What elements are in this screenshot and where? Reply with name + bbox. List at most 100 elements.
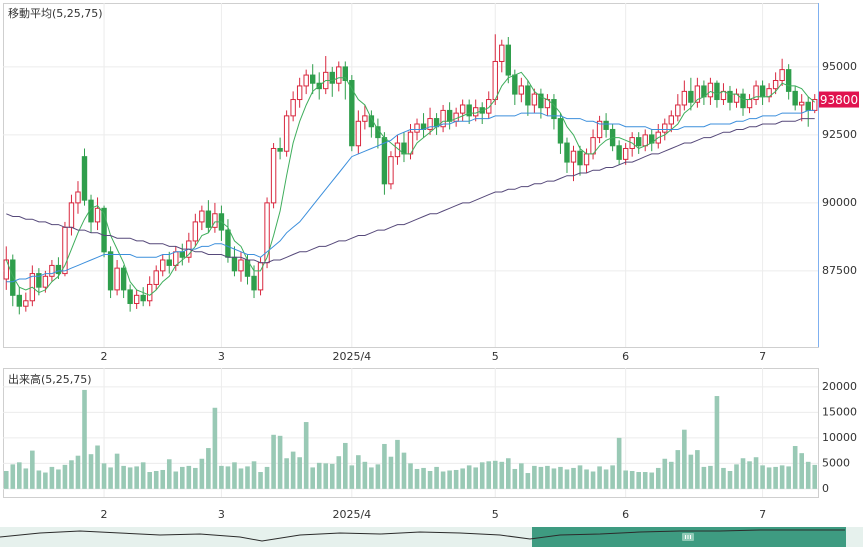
candle-body <box>779 69 785 82</box>
volume-bar <box>362 461 368 489</box>
volume-bar <box>127 467 133 489</box>
volume-bar <box>506 458 511 489</box>
volume-title: 出来高(5,25,75) <box>8 372 92 386</box>
volume-bar <box>356 455 361 489</box>
candle-body <box>531 93 538 106</box>
volume-bar <box>225 466 231 489</box>
volume-bar <box>688 454 694 489</box>
volume-bar <box>114 453 120 489</box>
candle-body <box>381 137 388 185</box>
candle-body <box>270 147 277 204</box>
candle-body <box>662 123 668 133</box>
volume-bar <box>329 463 335 489</box>
volume-bar <box>538 466 544 489</box>
volume-bar <box>747 461 752 489</box>
candle-body <box>342 66 349 82</box>
volume-bar <box>610 465 615 489</box>
candle-body <box>23 300 29 307</box>
volume-bar <box>303 422 309 489</box>
volume-bar <box>682 429 687 489</box>
candle-body <box>759 85 766 98</box>
candle-body <box>179 251 186 258</box>
candle-body <box>290 99 296 117</box>
volume-bar <box>147 472 152 489</box>
volume-bar <box>199 458 205 489</box>
volume-bar <box>551 468 557 489</box>
volume-bar <box>623 470 628 489</box>
volume-bar <box>219 465 224 489</box>
candle-body <box>251 275 257 291</box>
volume-bar <box>36 470 42 489</box>
candle-body <box>740 93 746 109</box>
volume-bar <box>349 465 355 489</box>
y-tick-label: 87500 <box>822 264 857 277</box>
volume-bar <box>382 443 387 489</box>
candle-body <box>727 90 733 103</box>
candle-body <box>668 115 674 125</box>
y-tick-label: 0 <box>822 482 829 495</box>
candle-body <box>714 82 720 101</box>
y-tick-label: 90000 <box>822 196 857 209</box>
candle-body <box>805 101 811 111</box>
volume-bar <box>603 469 609 489</box>
volume-bar <box>310 467 315 489</box>
candle-body <box>205 210 212 228</box>
volume-bar <box>343 442 348 489</box>
candle-body <box>564 142 570 163</box>
volume-bar <box>564 469 570 489</box>
navigator <box>0 527 863 547</box>
volume-bar <box>180 466 185 489</box>
volume-bar <box>10 464 16 489</box>
volume-bar <box>17 462 22 489</box>
ma-line <box>6 109 815 283</box>
volume-bar <box>284 458 289 489</box>
x-tick-label: 6 <box>622 508 629 521</box>
volume-panel <box>3 368 819 498</box>
candle-body <box>440 109 446 128</box>
candle-body <box>120 267 127 291</box>
candle-body <box>231 256 238 272</box>
volume-bar <box>153 470 159 489</box>
volume-bar <box>369 467 374 489</box>
x-tick-label: 2 <box>101 350 108 363</box>
last-price-label: 93800 <box>820 93 858 107</box>
ma-line <box>5 71 816 296</box>
candle-body <box>192 221 199 242</box>
volume-bar <box>721 467 726 489</box>
volume-bar <box>636 472 641 489</box>
candle-body <box>675 104 681 117</box>
candle-body <box>277 147 283 152</box>
volume-bar <box>134 466 139 489</box>
price-title: 移動平均(5,25,75) <box>8 6 103 20</box>
candle-body <box>785 69 792 92</box>
volume-bar <box>258 472 263 489</box>
candle-body <box>642 134 648 147</box>
candle-body <box>362 115 368 122</box>
candle-body <box>557 118 564 144</box>
candle-body <box>3 259 9 280</box>
volume-bar <box>166 459 172 489</box>
candle-body <box>349 80 355 147</box>
candle-body <box>799 101 805 106</box>
candle-body <box>42 275 49 288</box>
volume-bar <box>466 465 472 489</box>
volume-bar <box>571 467 576 489</box>
candle-body <box>551 99 557 120</box>
candle-body <box>296 85 303 101</box>
volume-bar <box>82 389 87 489</box>
volume-bar <box>558 466 563 489</box>
candle-body <box>55 264 62 275</box>
candle-body <box>812 99 818 111</box>
candle-body <box>107 251 114 291</box>
volume-bar <box>193 467 198 489</box>
volume-bar <box>245 466 250 489</box>
candle-body <box>336 66 342 84</box>
candle-body <box>238 259 244 272</box>
volume-bar <box>708 465 713 489</box>
candle-body <box>681 90 688 106</box>
volume-bar <box>75 455 81 489</box>
volume-bar <box>473 467 478 489</box>
candle-body <box>792 90 798 106</box>
price-panel <box>3 3 819 348</box>
volume-bar <box>290 451 296 489</box>
